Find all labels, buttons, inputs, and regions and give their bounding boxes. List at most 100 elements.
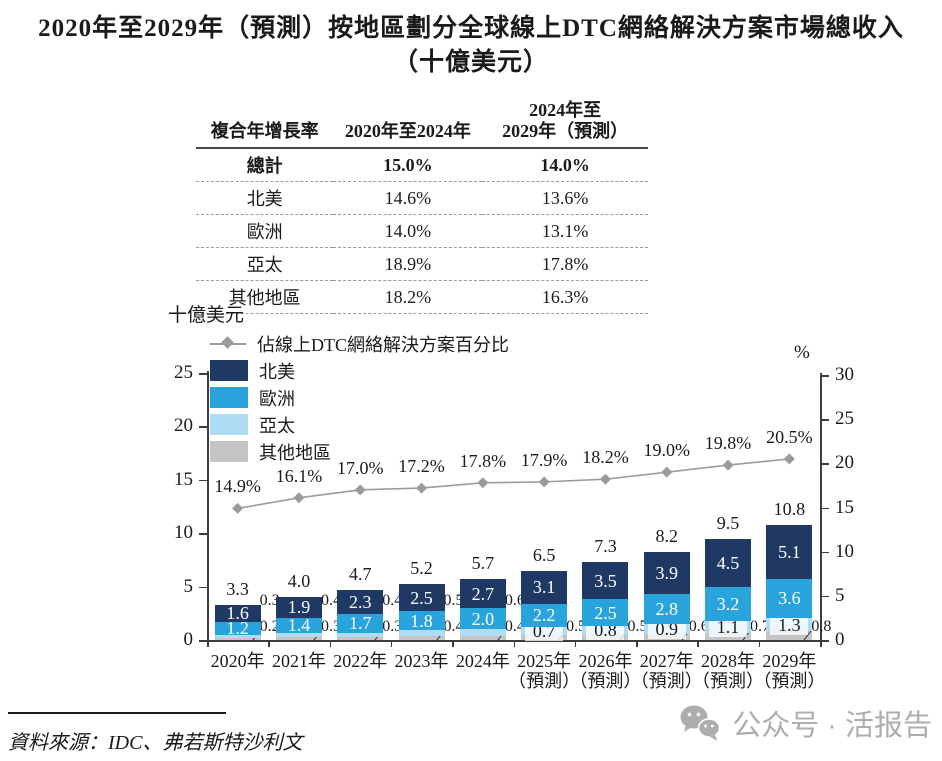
left-axis-tick — [199, 533, 207, 535]
x-axis-tick — [207, 640, 209, 647]
line-value-label: 18.2% — [582, 447, 629, 468]
bar-total-label: 5.2 — [410, 558, 433, 579]
x-axis-tick — [697, 640, 699, 647]
x-axis-category: 2027年 （預測） — [630, 651, 703, 691]
cagr-header-period1: 2020年至2024年 — [344, 120, 471, 141]
x-axis-category: 2021年 — [271, 651, 326, 671]
segment-value-label: 2.5 — [410, 587, 433, 608]
bar-segment-其他地區 — [459, 635, 506, 640]
bar-segment-北美 — [521, 570, 568, 604]
x-axis-tick — [820, 640, 822, 647]
line-marker-icon — [210, 336, 246, 349]
bar-segment-北美 — [337, 589, 384, 615]
right-axis-tick — [820, 640, 829, 642]
x-axis-tick — [329, 640, 332, 647]
legend-item-歐洲: 歐洲 — [210, 384, 509, 411]
segment-value-label: 0.3 — [382, 618, 403, 635]
bar-total-label: 7.3 — [594, 536, 617, 557]
cagr-table: 複合年增長率 2020年至2024年 2024年至 2029年（預測） 總計 15… — [196, 98, 648, 314]
segment-value-label: 0.4 — [504, 618, 525, 635]
bar-segment-亞太 — [459, 629, 506, 636]
legend-item-line: 佔線上DTC網絡解決方案百分比 — [210, 330, 509, 357]
table-cell: 14.6% — [384, 187, 432, 208]
x-axis-category: 2025年 （預測） — [508, 651, 581, 691]
wechat-icon — [680, 705, 721, 741]
segment-value-label: 0.3 — [320, 618, 341, 635]
segment-value-label: 3.2 — [716, 593, 740, 614]
legend-label: 歐洲 — [259, 388, 295, 409]
segment-value-label: 0.6 — [504, 592, 525, 609]
left-axis-tick — [199, 426, 207, 428]
right-axis-line — [820, 373, 822, 640]
line-value-label: 20.5% — [766, 426, 813, 447]
segment-value-label: 0.3 — [259, 592, 280, 609]
table-cell: 總計 — [246, 156, 283, 177]
left-axis-tick-label: 10 — [174, 522, 193, 544]
x-axis-category: 2023年 — [394, 651, 449, 671]
bar-segment-歐洲 — [766, 579, 813, 618]
bar-segment-北美 — [214, 604, 261, 622]
cagr-header-metric: 複合年增長率 — [210, 120, 319, 141]
table-row: 歐洲 14.0% 13.1% — [196, 215, 648, 248]
line-value-label: 19.0% — [643, 440, 691, 461]
x-axis-category: 2024年 — [455, 651, 510, 671]
segment-value-label: 2.0 — [471, 608, 495, 629]
diamond-marker — [783, 453, 795, 465]
segment-value-label: 3.9 — [655, 563, 679, 584]
bar-segment-歐洲 — [398, 611, 445, 631]
left-axis-tick — [199, 640, 207, 642]
segment-value-label: 4.5 — [716, 552, 740, 573]
bar-segment-歐洲 — [521, 603, 568, 628]
segment-value-label: 1.4 — [287, 615, 311, 636]
bar-segment-北美 — [398, 584, 445, 612]
legend-item-其他地區: 其他地區 — [210, 438, 509, 465]
x-axis-tick — [390, 640, 393, 647]
segment-value-label: 5.1 — [778, 541, 801, 562]
bar-segment-北美 — [705, 538, 752, 587]
bar-segment-亞太 — [337, 632, 384, 637]
bar-total-label: 10.8 — [773, 498, 806, 519]
bar-total-label: 9.5 — [716, 512, 740, 533]
bar-total-label: 8.2 — [655, 526, 679, 547]
bar-segment-其他地區 — [337, 636, 384, 640]
right-axis-tick-label: 20 — [835, 452, 854, 474]
bar-segment-北美 — [643, 552, 690, 595]
table-cell: 15.0% — [383, 154, 433, 175]
x-axis-tick — [636, 640, 638, 647]
segment-value-label: 2.8 — [655, 599, 679, 620]
table-cell: 14.0% — [540, 154, 590, 175]
segment-value-label: 2.3 — [349, 592, 372, 613]
bar-segment-其他地區 — [766, 631, 813, 640]
bar-segment-歐洲 — [705, 586, 752, 621]
segment-value-label: 3.5 — [594, 570, 617, 591]
bar-segment-亞太 — [398, 630, 445, 636]
segment-value-label: 0.4 — [382, 592, 403, 609]
bar-segment-北美 — [275, 597, 322, 618]
table-cell: 18.9% — [384, 253, 432, 274]
left-axis-tick — [199, 479, 207, 482]
legend-swatch-icon — [210, 414, 248, 435]
right-axis-title: % — [794, 342, 810, 363]
right-axis-tick — [820, 507, 829, 509]
line-value-label: 17.8% — [459, 450, 507, 471]
legend-label: 亞太 — [259, 415, 295, 436]
segment-value-label: 0.5 — [627, 618, 648, 635]
table-cell: 歐洲 — [246, 222, 283, 243]
segment-value-label: 2.2 — [532, 605, 556, 626]
table-cell: 北美 — [246, 189, 283, 210]
bar-segment-歐洲 — [275, 617, 322, 633]
chart-title-line2: （十億美元） — [392, 49, 549, 76]
bar-segment-北美 — [766, 524, 813, 580]
bar-segment-亞太 — [275, 632, 322, 637]
left-axis-tick-label: 15 — [174, 468, 193, 490]
right-axis-tick — [820, 551, 829, 554]
bar-segment-歐洲 — [214, 621, 261, 635]
segment-value-label: 0.7 — [750, 618, 771, 635]
cagr-table-header: 複合年增長率 2020年至2024年 2024年至 2029年（預測） — [196, 98, 648, 149]
segment-value-label: 1.7 — [349, 613, 372, 634]
table-cell: 13.1% — [541, 220, 589, 241]
segment-value-label: 0.8 — [811, 618, 832, 635]
right-axis-tick-label: 5 — [835, 584, 845, 606]
segment-value-label: 2.7 — [471, 583, 495, 604]
wechat-watermark: 公众号 · 活报告 — [678, 702, 932, 744]
